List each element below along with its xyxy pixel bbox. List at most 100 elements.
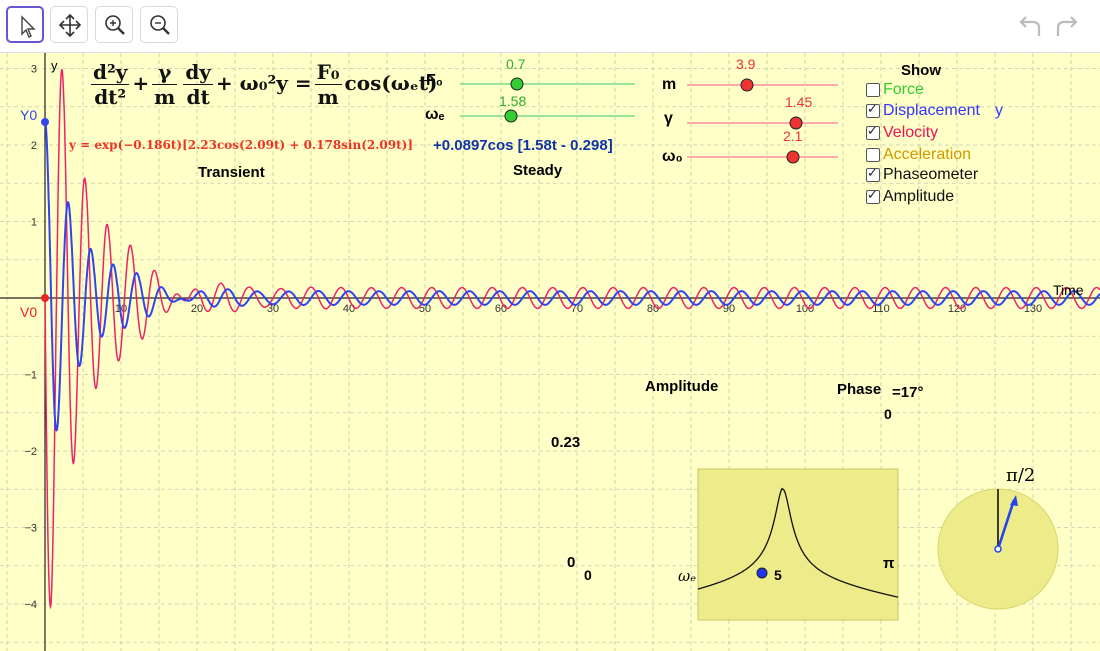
move-graphics-view-button[interactable]	[50, 6, 88, 43]
zoom-out-icon	[150, 15, 170, 35]
checkbox-amplitude[interactable]: Amplitude	[866, 187, 954, 206]
move-tool-button[interactable]	[6, 6, 44, 43]
checkbox-phaseometer-label: Phaseometer	[883, 166, 979, 183]
omega-five-label: 5	[774, 567, 782, 583]
slider-m[interactable]	[687, 78, 838, 92]
differential-equation: d²y dt² + γ m dy dt + ω₀²y = F₀ m cos(ωₑt)	[91, 60, 438, 109]
cursor-arrow-icon	[21, 15, 36, 38]
eq-omega-term: ω₀²y	[239, 71, 288, 95]
undo-icon[interactable]	[1015, 12, 1045, 42]
y-tick-label: −4	[24, 599, 37, 611]
slider-omega-0[interactable]	[687, 150, 838, 164]
tick-labels: 10 20 30 40 50 60 70 80 90 100 110 120 130321−1−2−3−…	[24, 64, 1042, 612]
slider-gamma-value: 1.45	[785, 94, 813, 110]
slider-F0[interactable]	[460, 77, 635, 91]
checkbox-velocity-box[interactable]	[866, 123, 880, 140]
slider-omega-e-label: ωₑ	[425, 106, 445, 123]
x-tick-label: 60	[495, 303, 507, 315]
checkbox-force-label: Force	[883, 81, 924, 98]
slider-omega-e[interactable]	[460, 109, 635, 123]
v0-point[interactable]	[41, 294, 49, 302]
x-tick-label: 40	[343, 303, 355, 315]
move-arrows-icon	[58, 13, 82, 38]
y-tick-label: −2	[24, 446, 37, 458]
slider-gamma-label: γ	[664, 110, 673, 127]
x-tick-label: 100	[796, 303, 814, 315]
checkbox-displacement[interactable]: Displacement y	[866, 101, 1003, 120]
displacement-curve	[44, 120, 1100, 432]
eq-dt2: dt²	[94, 85, 127, 109]
checkbox-amplitude-box[interactable]	[866, 187, 880, 204]
x-tick-label: 120	[948, 303, 966, 315]
eq-cos: cos(ωₑt)	[344, 71, 438, 95]
eq-equals: =	[294, 71, 312, 95]
phaseometer-center	[994, 545, 1002, 553]
zoom-out-button[interactable]	[140, 6, 178, 43]
amplitude-zero-a: 0	[567, 554, 576, 571]
slider-F0-label: F₀	[426, 72, 443, 89]
show-panel-title: Show	[901, 62, 941, 79]
checkbox-displacement-box[interactable]	[866, 101, 880, 118]
v0-label: V0	[20, 304, 38, 320]
x-tick-label: 80	[647, 303, 659, 315]
slider-omega-e-value: 1.58	[499, 93, 527, 109]
eq-d2y: d²y	[91, 60, 130, 85]
amplitude-zero-b: 0	[584, 567, 592, 583]
pi-half-label: π/2	[1006, 465, 1036, 486]
checkbox-velocity[interactable]: Velocity	[866, 123, 939, 142]
phase-label: Phase	[837, 381, 882, 398]
x-axis-label: Time	[1053, 282, 1084, 298]
amplitude-resonance-panel	[697, 468, 899, 621]
x-tick-label: 70	[571, 303, 583, 315]
y-tick-label: 2	[31, 140, 37, 152]
eq-dt: dt	[186, 85, 210, 109]
checkbox-displacement-label: Displacement	[883, 102, 980, 119]
checkbox-velocity-label: Velocity	[883, 124, 939, 141]
eq-m-den: m	[317, 85, 339, 109]
checkbox-force[interactable]: Force	[866, 81, 924, 99]
resonance-curve	[697, 487, 899, 598]
transient-equation: y = exp(−0.186t)[2.23cos(2.09t) + 0.178s…	[69, 138, 414, 152]
phase-zero: 0	[884, 406, 892, 422]
y-tick-label: −1	[24, 370, 37, 382]
slider-F0-value: 0.7	[506, 56, 526, 72]
redo-icon[interactable]	[1052, 12, 1082, 42]
toolbar	[0, 0, 1100, 53]
zoom-in-icon	[105, 15, 125, 35]
y-tick-label: −3	[24, 523, 37, 535]
phase-value: =17°	[892, 384, 924, 401]
eq-dy: dy	[183, 60, 213, 85]
y0-point[interactable]	[41, 118, 49, 126]
slider-m-value: 3.9	[736, 56, 756, 72]
omega-e-axis-label: ωₑ	[678, 567, 697, 585]
slider-omega-0-label: ω₀	[662, 148, 683, 165]
graphics-view[interactable]: 10 20 30 40 50 60 70 80 90 100 110 120 130321−1−2−3−…	[0, 53, 1100, 651]
amplitude-value: 0.23	[551, 434, 581, 451]
y-axis-label: y	[51, 58, 58, 73]
x-tick-label: 90	[723, 303, 735, 315]
checkbox-acceleration-box[interactable]	[866, 148, 880, 162]
phaseometer-arrowhead	[1010, 495, 1018, 506]
steady-label: Steady	[513, 162, 563, 179]
zoom-in-button[interactable]	[95, 6, 133, 43]
omega-e-point[interactable]	[756, 567, 768, 579]
x-tick-label: 130	[1024, 303, 1042, 315]
phaseometer-needle	[996, 499, 1016, 550]
y0-label: Y0	[20, 107, 38, 123]
steady-equation: +0.0897cos [1.58t - 0.298]	[433, 137, 613, 154]
checkbox-phaseometer[interactable]: Phaseometer	[866, 165, 979, 184]
slider-m-label: m	[662, 76, 677, 93]
checkbox-phaseometer-box[interactable]	[866, 165, 880, 182]
slider-gamma[interactable]	[687, 116, 838, 130]
slider-omega-0-value: 2.1	[783, 128, 803, 144]
pi-label: π	[883, 555, 895, 572]
y-tick-label: 1	[31, 217, 37, 229]
checkbox-displacement-extra: y	[994, 102, 1003, 119]
checkbox-acceleration-label: Acceleration	[883, 146, 972, 163]
eq-m: m	[154, 85, 176, 109]
checkbox-force-box[interactable]	[866, 83, 880, 97]
eq-F0: F₀	[314, 60, 342, 85]
x-tick-label: 30	[267, 303, 279, 315]
checkbox-acceleration[interactable]: Acceleration	[866, 146, 971, 164]
x-tick-label: 50	[419, 303, 431, 315]
